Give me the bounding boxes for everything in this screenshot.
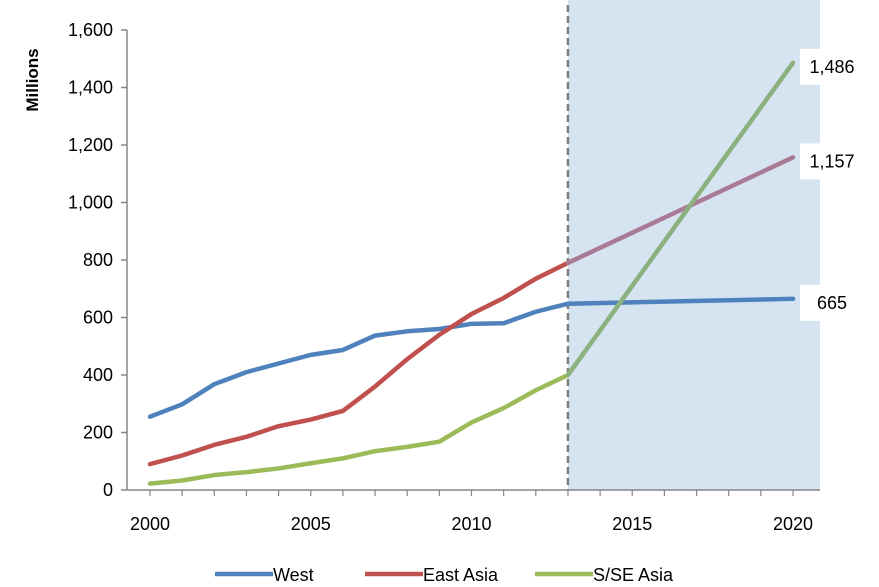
series-line-1-actual (147, 260, 571, 467)
series-line-2-forecast (565, 60, 796, 378)
series-line-0-actual (147, 301, 571, 419)
end-value-label: 1,157 (809, 151, 854, 171)
series-line-1-forecast (565, 155, 796, 266)
y-tick-label: 600 (83, 308, 113, 328)
end-value-label: 665 (817, 293, 847, 313)
end-value-label: 1,486 (809, 57, 854, 77)
y-tick-label: 1,200 (68, 135, 113, 155)
series-line-0-forecast (565, 296, 796, 306)
y-tick-label: 800 (83, 250, 113, 270)
end-label-box (800, 48, 860, 85)
legend-label: East Asia (423, 565, 499, 585)
axes-layer: 0 200 400 600 800 1,000 1,200 1,400 1,600 2000 200… (68, 20, 820, 534)
x-tick-label: 2015 (612, 514, 652, 534)
end-labels-layer: 665 1,157 1,486 (800, 48, 860, 321)
y-tick-label: 400 (83, 365, 113, 385)
y-tick-label: 1,400 (68, 78, 113, 98)
end-label-box (800, 143, 860, 180)
legend-label: West (273, 565, 314, 585)
end-label-box (800, 284, 860, 321)
y-tick-label: 0 (103, 480, 113, 500)
x-tick-label: 2010 (451, 514, 491, 534)
y-axis-title: Millions (23, 48, 42, 111)
series-line-2-actual (147, 372, 571, 486)
x-tick-label: 2020 (773, 514, 813, 534)
y-tick-label: 1,000 (68, 193, 113, 213)
y-tick-label: 1,600 (68, 20, 113, 40)
series-layer (147, 5, 796, 490)
x-tick-label: 2005 (291, 514, 331, 534)
legend-label: S/SE Asia (593, 565, 674, 585)
x-tick-label: 2000 (130, 514, 170, 534)
y-tick-label: 200 (83, 423, 113, 443)
legend: West East Asia S/SE Asia (215, 565, 674, 585)
